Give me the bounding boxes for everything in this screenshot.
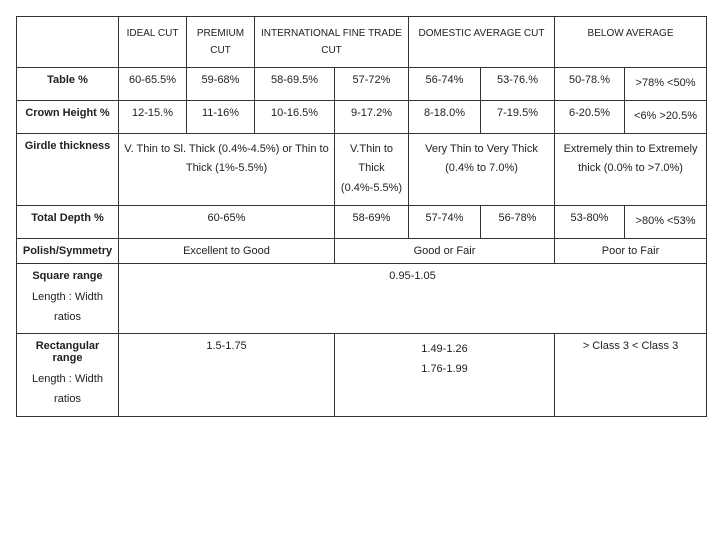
cell: 53-76.% [481, 68, 555, 101]
cell: 11-16% [187, 100, 255, 133]
cell: 58-69% [335, 205, 409, 238]
cell: 57-74% [409, 205, 481, 238]
row-label-crown: Crown Height % [17, 100, 119, 133]
header-premium: PREMIUM CUT [187, 17, 255, 68]
cell: 1.5-1.75 [119, 334, 335, 417]
header-ideal: IDEAL CUT [119, 17, 187, 68]
header-below: BELOW AVERAGE [555, 17, 707, 68]
cell: Very Thin to Very Thick (0.4% to 7.0%) [409, 133, 555, 205]
row-crown-height: Crown Height % 12-15.% 11-16% 10-16.5% 9… [17, 100, 707, 133]
cell: 56-78% [481, 205, 555, 238]
cell: V.Thin to Thick (0.4%-5.5%) [335, 133, 409, 205]
table-header-row: IDEAL CUT PREMIUM CUT INTERNATIONAL FINE… [17, 17, 707, 68]
cell: Good or Fair [335, 238, 555, 263]
cell: 57-72% [335, 68, 409, 101]
header-blank [17, 17, 119, 68]
cell: 6-20.5% [555, 100, 625, 133]
row-label-depth: Total Depth % [17, 205, 119, 238]
row-label-square: Square range Length : Width ratios [17, 263, 119, 334]
cut-grade-table: IDEAL CUT PREMIUM CUT INTERNATIONAL FINE… [16, 16, 707, 417]
cell: 9-17.2% [335, 100, 409, 133]
cell: 1.49-1.26 1.76-1.99 [335, 334, 555, 417]
cell: V. Thin to Sl. Thick (0.4%-4.5%) or Thin… [119, 133, 335, 205]
cell: 59-68% [187, 68, 255, 101]
cell: 8-18.0% [409, 100, 481, 133]
row-label-polish: Polish/Symmetry [17, 238, 119, 263]
row-rect-range: Rectangular range Length : Width ratios … [17, 334, 707, 417]
row-depth: Total Depth % 60-65% 58-69% 57-74% 56-78… [17, 205, 707, 238]
cell: >80% <53% [625, 205, 707, 238]
cell: 60-65% [119, 205, 335, 238]
cell: 12-15.% [119, 100, 187, 133]
cell: > Class 3 < Class 3 [555, 334, 707, 417]
cell: Excellent to Good [119, 238, 335, 263]
row-label-table: Table % [17, 68, 119, 101]
row-polish: Polish/Symmetry Excellent to Good Good o… [17, 238, 707, 263]
row-square-range: Square range Length : Width ratios 0.95-… [17, 263, 707, 334]
cell: Extremely thin to Extremely thick (0.0% … [555, 133, 707, 205]
cell: 60-65.5% [119, 68, 187, 101]
cell: 53-80% [555, 205, 625, 238]
cell: 0.95-1.05 [119, 263, 707, 334]
cell: >78% <50% [625, 68, 707, 101]
row-girdle: Girdle thickness V. Thin to Sl. Thick (0… [17, 133, 707, 205]
row-table-pct: Table % 60-65.5% 59-68% 58-69.5% 57-72% … [17, 68, 707, 101]
cell: 56-74% [409, 68, 481, 101]
cell: 7-19.5% [481, 100, 555, 133]
cell: <6% >20.5% [625, 100, 707, 133]
cell: 50-78.% [555, 68, 625, 101]
row-label-girdle: Girdle thickness [17, 133, 119, 205]
row-label-rect: Rectangular range Length : Width ratios [17, 334, 119, 417]
header-domestic: DOMESTIC AVERAGE CUT [409, 17, 555, 68]
cell: 58-69.5% [255, 68, 335, 101]
cell: 10-16.5% [255, 100, 335, 133]
cell: Poor to Fair [555, 238, 707, 263]
header-intl: INTERNATIONAL FINE TRADE CUT [255, 17, 409, 68]
